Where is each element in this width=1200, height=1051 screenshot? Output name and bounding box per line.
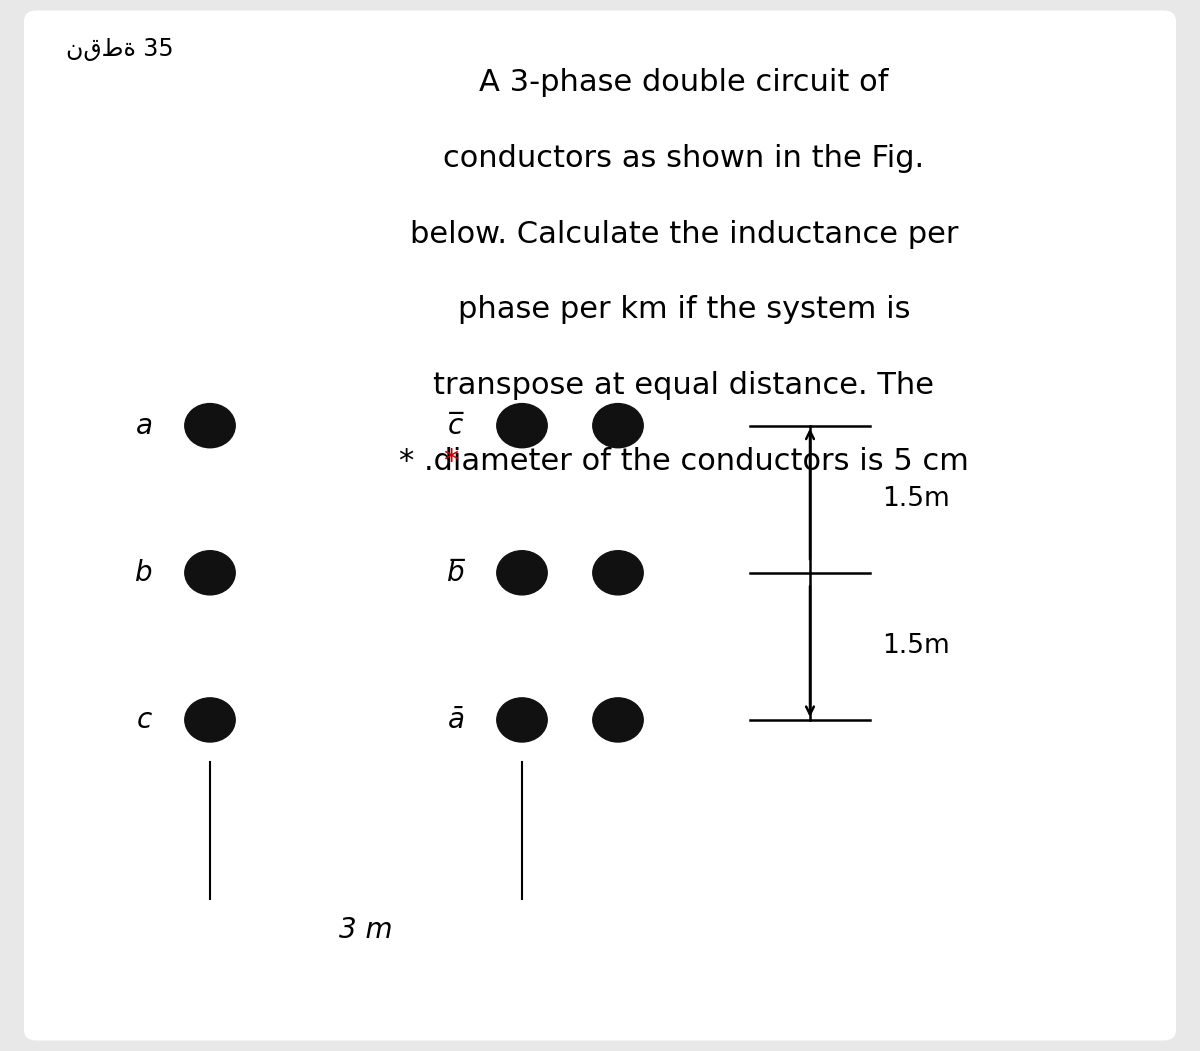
Text: below. Calculate the inductance per: below. Calculate the inductance per xyxy=(409,220,959,249)
Text: transpose at equal distance. The: transpose at equal distance. The xyxy=(433,371,935,400)
Text: ā: ā xyxy=(448,706,464,734)
Circle shape xyxy=(185,404,235,448)
Text: نقطة 35: نقطة 35 xyxy=(66,37,174,61)
Text: 3 m: 3 m xyxy=(340,916,392,944)
Text: a: a xyxy=(136,412,152,439)
Text: *: * xyxy=(443,447,458,476)
Circle shape xyxy=(593,404,643,448)
Circle shape xyxy=(593,698,643,742)
Circle shape xyxy=(497,404,547,448)
Text: * .diameter of the conductors is 5 cm: * .diameter of the conductors is 5 cm xyxy=(400,447,968,476)
Text: b: b xyxy=(136,559,152,586)
Text: c̅: c̅ xyxy=(449,412,463,439)
Circle shape xyxy=(497,551,547,595)
Circle shape xyxy=(497,698,547,742)
Text: 1.5m: 1.5m xyxy=(882,487,949,512)
Text: 1.5m: 1.5m xyxy=(882,634,949,659)
Text: A 3-phase double circuit of: A 3-phase double circuit of xyxy=(479,68,889,98)
Circle shape xyxy=(185,551,235,595)
Text: conductors as shown in the Fig.: conductors as shown in the Fig. xyxy=(444,144,924,173)
Circle shape xyxy=(185,698,235,742)
Text: phase per km if the system is: phase per km if the system is xyxy=(457,295,911,325)
Text: c: c xyxy=(137,706,151,734)
Text: b̅: b̅ xyxy=(448,559,464,586)
Circle shape xyxy=(593,551,643,595)
